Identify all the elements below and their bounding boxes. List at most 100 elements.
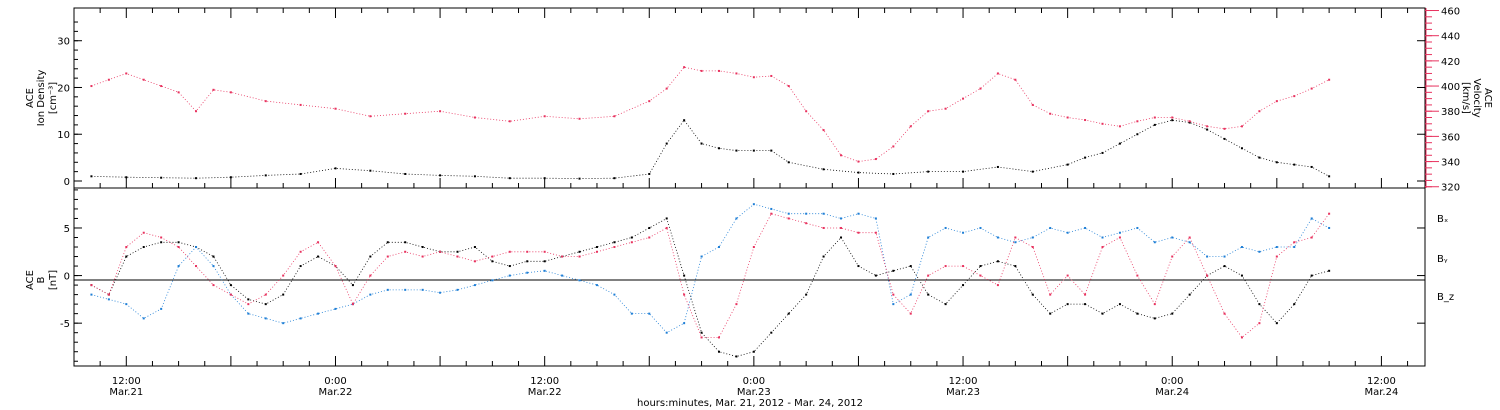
data-point <box>125 255 128 258</box>
series-line <box>91 119 1330 180</box>
data-point <box>1066 231 1069 234</box>
data-point <box>805 212 808 215</box>
data-point <box>874 217 877 220</box>
data-point <box>1310 87 1313 90</box>
data-point <box>299 317 302 320</box>
data-point <box>1223 312 1226 315</box>
data-point <box>317 241 320 244</box>
data-point <box>822 129 825 132</box>
data-point <box>473 116 476 119</box>
data-point <box>369 274 372 277</box>
data-point <box>1153 317 1156 320</box>
data-point <box>840 226 843 229</box>
data-point <box>1293 241 1296 244</box>
data-point <box>857 160 860 163</box>
data-point <box>717 350 720 353</box>
bfield-axis-label-line1: ACE <box>25 270 36 290</box>
date-tick-label: Mar.23 <box>737 387 771 398</box>
data-point <box>1171 116 1174 119</box>
data-point <box>805 110 808 113</box>
data-point <box>944 303 947 306</box>
time-axis-title: hours:minutes, Mar. 21, 2012 - Mar. 24, … <box>637 398 863 409</box>
data-point <box>979 87 982 90</box>
data-point <box>177 265 180 268</box>
data-point <box>700 255 703 258</box>
data-point <box>979 265 982 268</box>
top-panel-frame <box>73 7 1426 189</box>
data-point <box>962 265 965 268</box>
data-point <box>1206 128 1209 131</box>
time-tick-label: 0:00 <box>743 376 765 387</box>
data-point <box>857 231 860 234</box>
data-point <box>996 260 999 263</box>
data-point <box>229 91 232 94</box>
data-point <box>543 269 546 272</box>
data-point <box>892 145 895 148</box>
data-point <box>508 250 511 253</box>
data-point <box>229 293 232 296</box>
data-point <box>874 158 877 161</box>
data-point <box>404 172 407 175</box>
data-point <box>1310 236 1313 239</box>
density-axis-label-line3: [cm⁻³] <box>48 82 59 114</box>
data-point <box>857 171 860 174</box>
data-point <box>909 265 912 268</box>
data-point <box>840 236 843 239</box>
data-point <box>822 226 825 229</box>
data-point <box>1258 303 1261 306</box>
data-point <box>595 246 598 249</box>
time-tick-label: 12:00 <box>949 376 978 387</box>
data-point <box>595 284 598 287</box>
density-tick-label: 0 <box>64 177 70 188</box>
data-point <box>665 87 668 90</box>
data-point <box>1310 217 1313 220</box>
data-point <box>683 274 686 277</box>
data-point <box>317 312 320 315</box>
data-point <box>1188 121 1191 124</box>
data-point <box>857 212 860 215</box>
bfield-tick-label: -5 <box>60 319 70 330</box>
data-point <box>264 100 267 103</box>
data-point <box>1049 226 1052 229</box>
data-point <box>787 312 790 315</box>
data-point <box>212 255 215 258</box>
data-point <box>1310 165 1313 168</box>
data-point <box>1031 236 1034 239</box>
data-point <box>386 255 389 258</box>
velocity-tick-label: 320 <box>1441 183 1460 194</box>
data-point <box>473 284 476 287</box>
data-point <box>229 176 232 179</box>
velocity-tick-label: 380 <box>1441 107 1460 118</box>
data-point <box>543 260 546 263</box>
density-axis-ticks: 0 10 20 30 <box>57 21 1425 188</box>
data-point <box>1084 303 1087 306</box>
data-point <box>1066 163 1069 166</box>
data-point <box>1240 125 1243 128</box>
data-point <box>665 226 668 229</box>
time-tick-label: 0:00 <box>1161 376 1183 387</box>
density-tick-label: 20 <box>57 83 70 94</box>
data-point <box>1014 78 1017 81</box>
data-point <box>927 293 930 296</box>
data-point <box>752 350 755 353</box>
data-point <box>351 303 354 306</box>
data-point <box>107 293 110 296</box>
data-point <box>508 265 511 268</box>
data-point <box>456 255 459 258</box>
data-point <box>142 78 145 81</box>
bfield-axis-ticks: -5 0 5 <box>60 189 1425 362</box>
data-point <box>822 212 825 215</box>
data-point <box>1293 246 1296 249</box>
data-point <box>1188 293 1191 296</box>
data-point <box>491 255 494 258</box>
density-tick-label: 10 <box>57 130 70 141</box>
data-point <box>1188 241 1191 244</box>
data-point <box>717 336 720 339</box>
data-point <box>962 170 965 173</box>
data-point <box>613 115 616 118</box>
data-point <box>142 317 145 320</box>
data-point <box>996 236 999 239</box>
data-point <box>892 293 895 296</box>
data-point <box>1223 265 1226 268</box>
velocity-axis-label-line2: Velocity <box>1471 78 1482 117</box>
